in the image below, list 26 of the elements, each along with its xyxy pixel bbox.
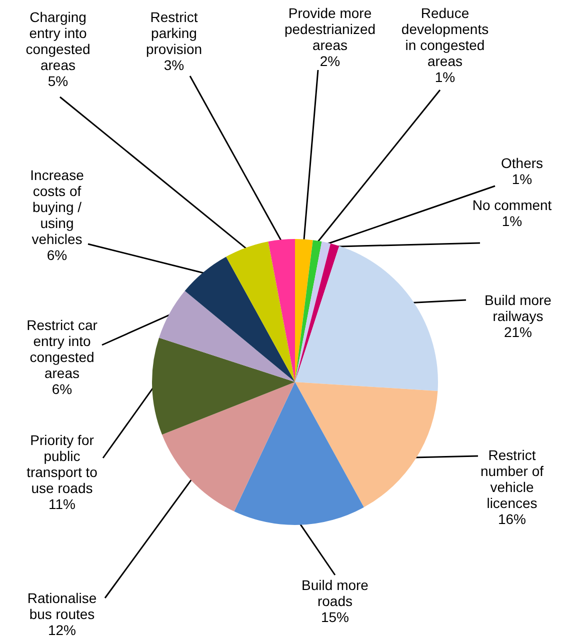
data-label: 21% xyxy=(504,324,532,340)
data-label: 6% xyxy=(46,247,68,263)
slice-label: Others xyxy=(500,155,544,171)
data-label: 1% xyxy=(434,69,456,85)
data-label: 3% xyxy=(164,57,184,73)
slice-label: Restrict number of vehicle licences xyxy=(480,447,544,511)
slice-label: Reduce developments in congested areas xyxy=(401,5,489,69)
data-label: 2% xyxy=(320,53,340,69)
data-label: 15% xyxy=(320,609,350,625)
slice-label: Build more railways xyxy=(484,292,552,324)
slice-label: Charging entry into congested areas xyxy=(26,9,90,73)
data-label: 12% xyxy=(48,622,76,638)
slice-label: Build more roads xyxy=(302,577,369,609)
data-label: 16% xyxy=(498,511,526,527)
data-label: 1% xyxy=(512,171,532,187)
data-label: 1% xyxy=(502,213,522,229)
slice-label: No comment xyxy=(472,197,552,213)
slice-label: Restrict car entry into congested areas xyxy=(26,317,98,381)
slice-label: Increase costs of buying / using vehicles xyxy=(30,167,84,247)
slice-label: Provide more pedestrianized areas xyxy=(284,5,376,53)
data-label: 5% xyxy=(48,73,68,89)
slice-label: Restrict parking provision xyxy=(146,9,202,57)
slice-label: Rationalise bus routes xyxy=(27,590,97,622)
data-label: 6% xyxy=(52,381,72,397)
data-label: 11% xyxy=(48,496,76,512)
slice-label: Priority for public transport to use roads xyxy=(26,432,98,496)
